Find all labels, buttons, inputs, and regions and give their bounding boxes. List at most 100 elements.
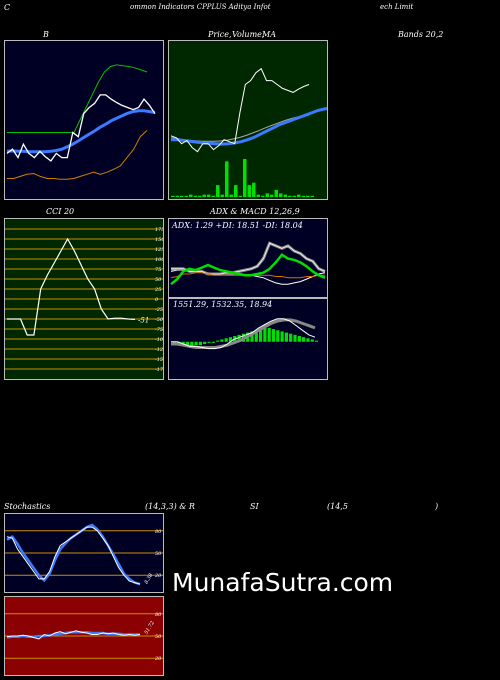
volume-bar [297, 194, 301, 197]
macd-histogram-bar [263, 327, 267, 342]
rsi-close: ) [435, 502, 439, 511]
volume-bar [238, 195, 242, 197]
volume-bar [225, 161, 229, 197]
volume-bar [211, 195, 215, 197]
macd-values: 1551.29, 1532.35, 18.94 [173, 300, 273, 309]
volume-bar [216, 185, 220, 197]
volume-bar [220, 194, 224, 197]
stoch-label: Stochastics [4, 502, 51, 511]
macd-histogram-bar [250, 331, 254, 342]
macd-histogram-bar [185, 341, 190, 346]
cci-last-label: -51 [138, 316, 149, 324]
volume-bar [256, 194, 260, 197]
volume-bar [274, 189, 278, 197]
volume-bar [198, 195, 202, 197]
macd-histogram-bar [276, 330, 280, 342]
bollinger-panel [4, 40, 164, 200]
stoch-d-line [6, 526, 141, 585]
volume-bar [247, 185, 251, 197]
stoch-tick-label: 80 [155, 529, 162, 535]
macd-histogram-bar [289, 333, 293, 342]
macd-histogram-bar [302, 337, 306, 342]
cci-tick-label: 75 [155, 267, 161, 273]
adx-green-line [170, 253, 326, 286]
stoch-last-label: 8.38 [144, 572, 155, 585]
cci-panel: 175 150 125 100 75 50 25 0 -25 -50 -75 -100 -125 -150… [4, 218, 164, 380]
volume-bar [171, 195, 175, 197]
macd-histogram-bar [207, 341, 211, 343]
macd-histogram-bar [203, 341, 207, 345]
volume-bar [265, 193, 269, 197]
bollinger-lower-line [7, 130, 148, 180]
volume-bar [193, 195, 197, 197]
rsi-line [6, 630, 141, 640]
macd-histogram-bar [254, 330, 258, 342]
macd-histogram-bar [198, 341, 202, 346]
macd-histogram-bar [259, 329, 263, 342]
macd-histogram-bar [211, 341, 215, 343]
volume-bar [252, 182, 256, 197]
cci-tick-label: -175 [155, 367, 163, 373]
macd-histogram-bar [216, 340, 220, 342]
macd-histogram-bar [228, 337, 233, 342]
header-title: ommon Indicators CPPLUS Aditya Infot [130, 3, 271, 11]
volume-bar [234, 185, 238, 197]
macd-histogram-bar [224, 338, 228, 342]
price-line [170, 67, 310, 153]
rsi-tick-label: 50 [155, 634, 162, 640]
price-ma-short-line [170, 114, 310, 142]
volume-bar [184, 195, 188, 197]
macd-histogram-bar [280, 331, 284, 342]
macd-histogram-bar [314, 340, 319, 342]
rsi-tick-label: 20 [154, 656, 162, 662]
volume-bar [207, 194, 211, 197]
cci-tick-label: -150 [155, 357, 163, 363]
cci-tick-label: -25 [155, 307, 163, 313]
cci-tick-label: -50 [155, 317, 163, 323]
adx-values: ADX: 1.29 +DI: 18.51 -DI: 18.04 [172, 221, 303, 230]
macd-histogram-bar [237, 334, 241, 342]
rsi-panel: 80 50 20 51.72 [4, 596, 164, 676]
volume-bar [243, 159, 247, 197]
volume-bar [306, 195, 310, 197]
cci-tick-label: 175 [155, 227, 163, 233]
rsi-params: (14,5 [327, 502, 348, 511]
cci-tick-label: 125 [155, 247, 163, 253]
stoch-params: (14,3,3) & R [145, 502, 195, 511]
cci-line [7, 237, 136, 336]
macd-histogram-bar [310, 339, 314, 342]
macd-histogram-bar [194, 341, 198, 346]
cci-tick-label: 100 [155, 257, 163, 263]
header-c: C [4, 3, 11, 12]
stoch-panel: 80 50 20 8.38 [4, 513, 164, 593]
volume-bar [202, 194, 206, 197]
macd-histogram-bar [190, 341, 194, 347]
adx-panel: ADX: 1.29 +DI: 18.51 -DI: 18.04 [168, 218, 328, 298]
cci-tick-label: -75 [155, 327, 163, 333]
macd-signal-line [171, 318, 316, 349]
volume-bar [288, 195, 292, 197]
macd-panel: 1551.29, 1532.35, 18.94 [168, 298, 328, 380]
bands-label: B [43, 30, 49, 39]
ma-label: MA [262, 30, 276, 39]
volume-bar [310, 195, 314, 197]
stoch-tick-label: 50 [155, 551, 162, 557]
stoch-tick-label: 20 [154, 573, 162, 579]
volume-bar [175, 195, 179, 197]
volume-bar [270, 194, 274, 197]
bollinger-price-line [6, 94, 156, 162]
volume-bar [279, 193, 283, 197]
cci-tick-label: -100 [155, 337, 163, 343]
volume-label: Volume, [232, 30, 265, 39]
macd-histogram-bar [293, 334, 297, 342]
bollinger-middle-line [6, 109, 156, 154]
cci-label: CCI 20 [46, 207, 75, 216]
macd-histogram-bar [284, 332, 288, 342]
volume-bar [301, 195, 305, 197]
cci-tick-label: 0 [155, 297, 159, 303]
watermark: MunafaSutra.com [172, 568, 394, 597]
volume-bar [189, 194, 193, 197]
volume-bar [283, 194, 287, 197]
macd-histogram-bar [271, 329, 276, 342]
bollinger-upper-line [7, 64, 148, 133]
